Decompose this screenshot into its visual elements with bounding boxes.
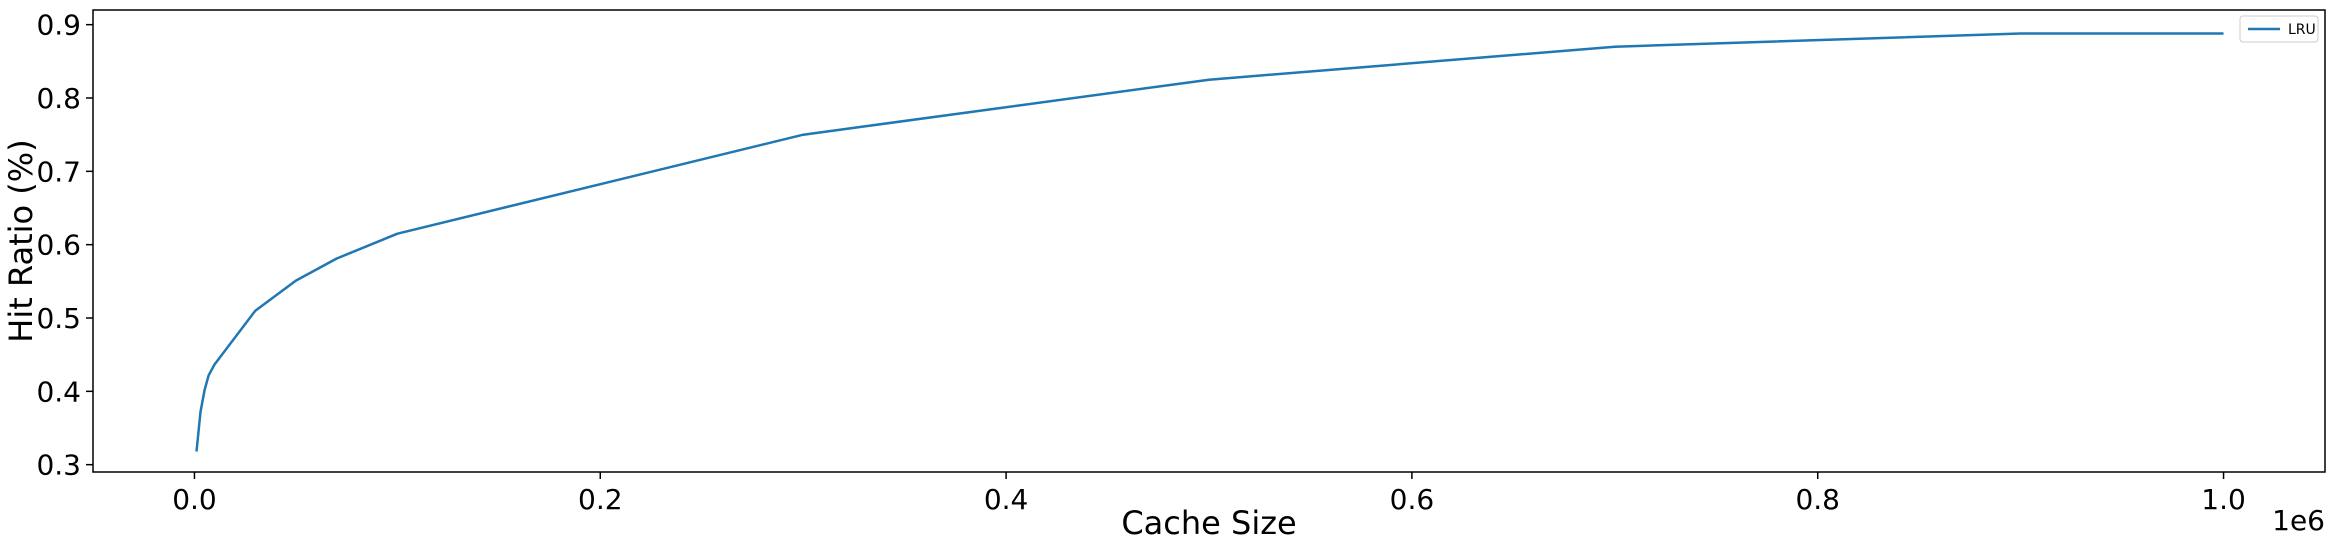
x-tick-label: 0.2 <box>578 483 623 516</box>
x-tick-label: 1.0 <box>2201 483 2246 516</box>
x-tick-label: 0.8 <box>1795 483 1840 516</box>
y-tick-label: 0.7 <box>36 155 81 188</box>
x-tick-label: 0.4 <box>984 483 1029 516</box>
x-tick-label: 0.6 <box>1390 483 1435 516</box>
x-axis: 0.0 0.2 0.4 0.6 0.8 1.0 <box>172 472 2246 516</box>
x-axis-offset-label: 1e6 <box>2272 504 2325 537</box>
y-tick-label: 0.6 <box>36 229 81 262</box>
y-tick-label: 0.5 <box>36 302 81 335</box>
y-tick-label: 0.8 <box>36 82 81 115</box>
x-tick-label: 0.0 <box>172 483 217 516</box>
y-tick-label: 0.3 <box>36 449 81 482</box>
y-axis-label: Hit Ratio (%) <box>2 139 40 342</box>
legend: LRU <box>2239 15 2319 43</box>
plot-area <box>195 32 2224 452</box>
y-axis: 0.3 0.4 0.5 0.6 0.7 0.8 0.9 <box>36 9 93 482</box>
legend-entry-lru: LRU <box>2288 22 2316 38</box>
x-axis-label: Cache Size <box>1121 504 1296 542</box>
y-tick-label: 0.9 <box>36 9 81 42</box>
series-line-lru <box>195 32 2224 452</box>
y-tick-label: 0.4 <box>36 375 81 408</box>
axes-frame <box>92 9 2326 473</box>
